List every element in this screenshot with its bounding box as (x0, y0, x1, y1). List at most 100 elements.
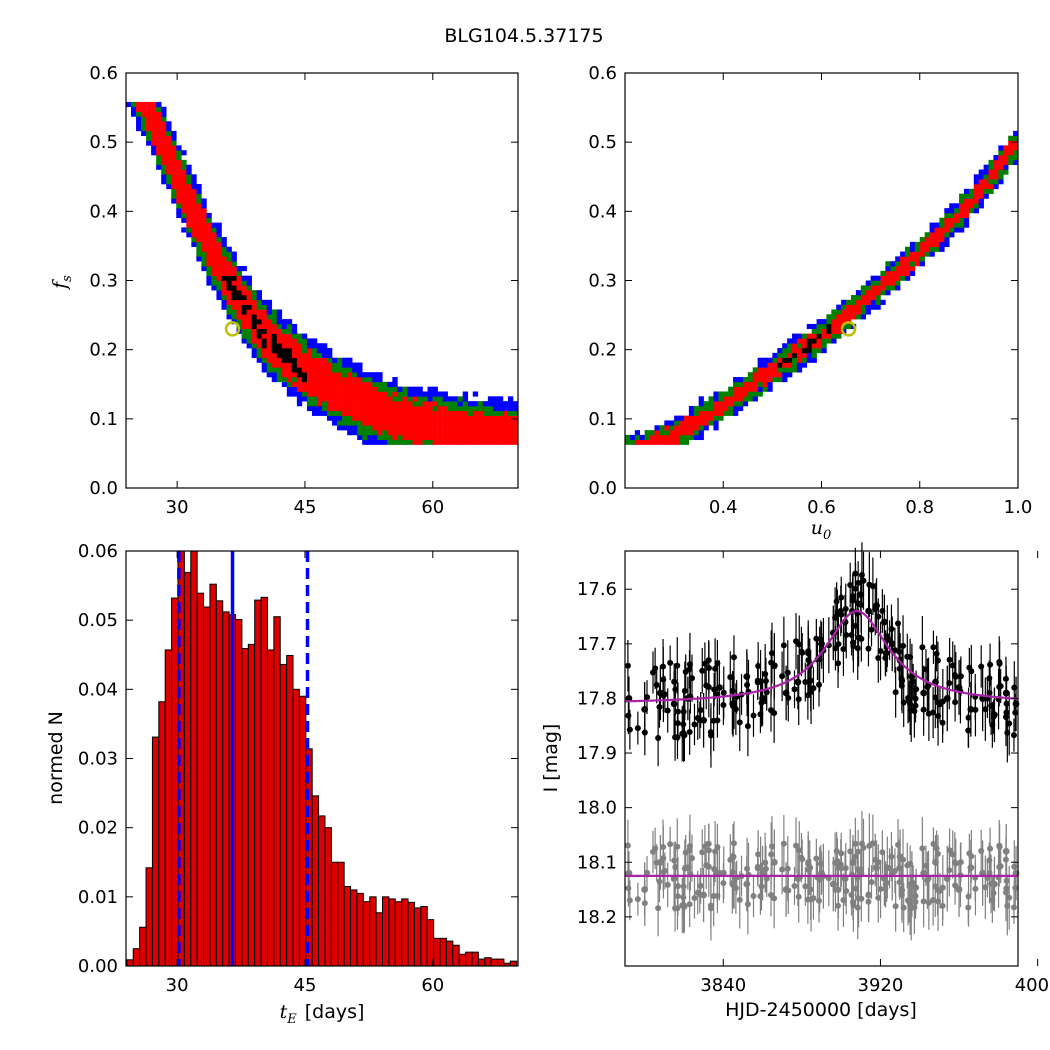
tr-density-cell (890, 285, 896, 291)
tl-density-cell (201, 256, 207, 262)
tr-density-cell (629, 434, 636, 441)
tl-xtick-label: 60 (421, 497, 444, 518)
tl-density-cell (301, 343, 308, 349)
tr-density-cell (792, 357, 798, 363)
tr-density-cell (846, 323, 852, 330)
tr-density-cell (718, 415, 724, 421)
tr-density-cell (698, 434, 704, 441)
tl-density-cell (156, 159, 162, 165)
tl-density-cell (477, 401, 484, 407)
tl-density-cell (332, 386, 338, 392)
br-data-point (1002, 675, 1009, 682)
tr-density-cell (747, 381, 754, 387)
tl-density-cell (161, 145, 167, 151)
br-data-point (949, 662, 956, 669)
tl-density-cell (337, 362, 343, 368)
tr-density-cell (1008, 155, 1014, 161)
tl-density-cell (447, 425, 453, 431)
tl-density-cell (447, 430, 453, 436)
tl-density-cell (362, 396, 368, 402)
tl-density-cell (492, 425, 499, 431)
tr-density-cell (949, 203, 955, 209)
tl-density-cell (387, 425, 393, 431)
tl-density-cell (497, 420, 504, 426)
tl-density-cell (427, 396, 433, 402)
tl-density-cell (487, 405, 494, 412)
tl-density-cell (276, 338, 283, 344)
tr-density-cell (949, 232, 955, 238)
tr-density-cell (747, 391, 754, 397)
tl-density-cell (357, 362, 363, 368)
br-data-point (946, 680, 953, 687)
tl-density-cell (402, 391, 408, 397)
tl-density-cell (487, 434, 494, 441)
br-residual-point (796, 847, 803, 854)
tl-density-cell (266, 367, 273, 373)
tr-density-cell (733, 401, 739, 407)
tl-density-cell (392, 391, 398, 397)
tr-density-cell (742, 391, 749, 397)
tl-density-cell (276, 328, 283, 334)
tl-density-cell (337, 391, 343, 397)
tl-density-cell (286, 357, 293, 363)
tr-density-cell (826, 314, 832, 320)
tl-density-cell (507, 439, 514, 445)
tl-density-cell (191, 179, 197, 185)
tr-density-cell (757, 377, 763, 383)
bl-hist-bar (260, 596, 268, 967)
tr-density-cell (737, 405, 744, 412)
tl-density-cell (462, 434, 469, 441)
tr-density-cell (654, 430, 660, 436)
tr-density-cell (954, 203, 960, 209)
br-residual-point (707, 905, 714, 912)
tl-density-cell (256, 343, 262, 349)
tl-density-cell (367, 391, 373, 397)
tr-density-cell (909, 261, 916, 267)
br-residual-point (750, 892, 757, 899)
tl-density-cell (231, 256, 237, 262)
tr-density-cell (959, 208, 965, 214)
tr-density-cell (959, 217, 965, 223)
tl-density-cell (387, 410, 393, 416)
tl-density-cell (146, 106, 152, 112)
tl-density-cell (191, 237, 197, 243)
tl-density-cell (306, 357, 313, 363)
tr-density-cell (973, 208, 979, 214)
br-data-point (866, 581, 873, 588)
tl-density-cell (226, 294, 232, 301)
tl-density-cell (377, 415, 383, 421)
tl-density-cell (231, 280, 237, 286)
bl-hist-bar (324, 827, 332, 967)
tr-density-cell (998, 159, 1004, 165)
tl-density-cell (266, 348, 273, 354)
tl-density-cell (492, 405, 499, 412)
tl-density-cell (281, 328, 288, 334)
br-data-point (996, 660, 1003, 667)
br-residual-point (982, 884, 989, 891)
tl-density-cell (477, 439, 484, 445)
br-data-point (768, 650, 775, 657)
br-data-point (624, 662, 631, 669)
tl-density-cell (316, 357, 323, 363)
tl-density-cell (191, 241, 197, 248)
tl-density-cell (161, 130, 167, 137)
tl-density-cell (462, 396, 469, 402)
tl-density-cell (216, 256, 222, 262)
tl-density-cell (352, 396, 358, 402)
br-residual-point (641, 900, 648, 907)
tl-density-cell (342, 377, 348, 383)
tl-density-cell (251, 304, 257, 310)
tl-density-cell (392, 381, 398, 387)
tr-density-cell (846, 304, 852, 310)
tr-density-cell (973, 183, 979, 190)
bl-hist-bar (330, 861, 339, 967)
tl-density-cell (206, 256, 212, 262)
tl-density-cell (171, 164, 177, 170)
tr-density-cell (988, 188, 994, 194)
tl-density-cell (246, 275, 252, 281)
tl-density-cell (492, 410, 499, 416)
tr-density-cell (679, 415, 685, 421)
tr-density-cell (733, 391, 739, 397)
tl-density-cell (477, 434, 484, 441)
tr-density-cell (757, 367, 763, 373)
